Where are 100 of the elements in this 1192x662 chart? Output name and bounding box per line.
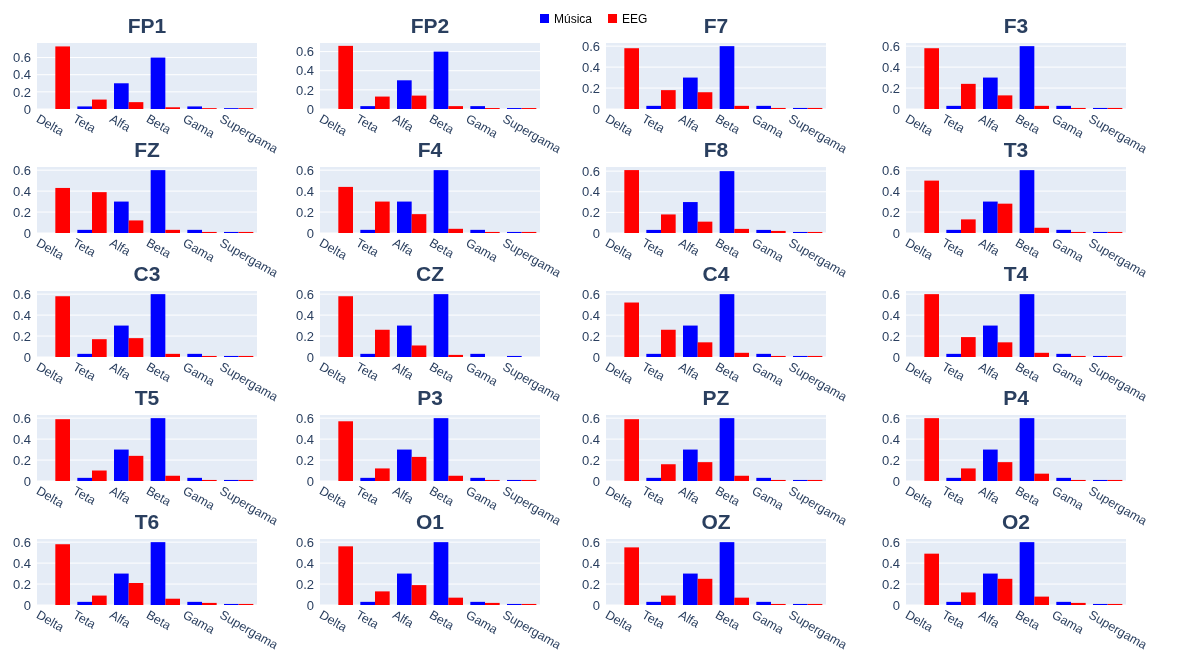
y-tick-label: 0.4 xyxy=(581,307,600,323)
y-tick-label: 0.4 xyxy=(12,555,31,571)
x-tick-label: Beta xyxy=(143,607,174,633)
bar xyxy=(375,96,390,109)
bar xyxy=(375,329,390,357)
x-tick-label: Teta xyxy=(70,483,99,508)
x-tick-label: Teta xyxy=(353,235,382,260)
bar xyxy=(92,339,107,357)
y-tick-label: 0.6 xyxy=(295,44,314,60)
y-tick-label: 0.4 xyxy=(295,63,314,79)
bar xyxy=(719,294,735,357)
x-tick-label: Alfa xyxy=(390,111,416,135)
bar xyxy=(187,601,202,605)
bar xyxy=(961,592,976,605)
bar xyxy=(485,602,500,605)
y-tick-label: 0.4 xyxy=(881,555,900,571)
y-tick-label: 0 xyxy=(306,597,314,613)
bar xyxy=(997,578,1013,605)
y-tick-label: 0 xyxy=(23,101,31,117)
y-tick-label: 0.6 xyxy=(295,286,314,302)
bar xyxy=(448,354,463,357)
bar xyxy=(683,202,698,233)
y-tick-label: 0.6 xyxy=(581,534,600,550)
chart-title: T6 xyxy=(134,510,160,533)
bar xyxy=(448,228,463,233)
bar xyxy=(360,353,375,357)
x-tick-label: Teta xyxy=(353,483,382,508)
chart-title: CZ xyxy=(416,262,445,285)
bar xyxy=(924,294,939,357)
bar xyxy=(433,418,449,481)
y-tick-label: 0.6 xyxy=(12,534,31,550)
bar xyxy=(150,294,166,357)
bar xyxy=(470,477,485,481)
bar xyxy=(1019,418,1035,481)
y-tick-label: 0.4 xyxy=(295,307,314,323)
x-tick-label: Teta xyxy=(939,359,968,384)
bar xyxy=(1034,473,1049,481)
chart-title: F3 xyxy=(1003,14,1029,37)
y-tick-label: 0.2 xyxy=(295,328,314,344)
y-tick-label: 0.2 xyxy=(581,452,600,468)
x-tick-label: Teta xyxy=(353,359,382,384)
bar xyxy=(375,201,390,233)
bar xyxy=(719,418,735,481)
chart-title: T4 xyxy=(1003,262,1029,285)
x-tick-label: Beta xyxy=(1012,359,1043,385)
x-tick-label: Beta xyxy=(426,607,457,633)
bar xyxy=(360,601,375,605)
x-tick-label: Alfa xyxy=(976,483,1002,507)
bar xyxy=(697,578,713,605)
bar xyxy=(661,214,676,233)
bar xyxy=(150,170,166,233)
bar xyxy=(77,229,92,233)
bar xyxy=(55,46,70,109)
bar xyxy=(646,477,661,481)
y-tick-label: 0.6 xyxy=(881,162,900,178)
y-tick-label: 0 xyxy=(306,225,314,241)
bar xyxy=(150,418,166,481)
bar xyxy=(697,92,713,109)
x-tick-label: Beta xyxy=(143,359,174,385)
bar xyxy=(1056,353,1071,357)
bar xyxy=(397,80,412,109)
x-tick-label: Alfa xyxy=(976,111,1002,135)
bar xyxy=(1034,352,1049,357)
y-tick-label: 0.6 xyxy=(295,162,314,178)
bar xyxy=(92,595,107,605)
bar xyxy=(1056,601,1071,605)
bar xyxy=(128,583,144,605)
bar xyxy=(165,475,180,481)
bar xyxy=(470,106,485,109)
bar xyxy=(338,296,353,357)
y-tick-label: 0.4 xyxy=(12,183,31,199)
bar xyxy=(77,353,92,357)
y-tick-label: 0 xyxy=(306,349,314,365)
x-tick-label: Beta xyxy=(426,111,457,137)
bar xyxy=(683,573,698,605)
y-tick-label: 0 xyxy=(23,473,31,489)
y-tick-label: 0.2 xyxy=(12,576,31,592)
x-tick-label: Beta xyxy=(712,359,743,385)
x-tick-label: Teta xyxy=(939,235,968,260)
bar xyxy=(411,456,427,481)
bar xyxy=(624,48,639,109)
bar xyxy=(55,187,70,233)
y-tick-label: 0.2 xyxy=(581,576,600,592)
x-tick-label: Alfa xyxy=(107,111,133,135)
bar xyxy=(114,449,129,481)
bar xyxy=(55,544,70,605)
bar xyxy=(1056,229,1071,233)
chart-title: P3 xyxy=(417,386,443,409)
bar xyxy=(150,57,166,109)
chart-title: T5 xyxy=(134,386,160,409)
y-tick-label: 0.6 xyxy=(881,410,900,426)
bar xyxy=(734,228,749,233)
bar xyxy=(77,601,92,605)
y-tick-label: 0.6 xyxy=(295,410,314,426)
bar xyxy=(646,601,661,605)
y-tick-label: 0.6 xyxy=(581,286,600,302)
bar xyxy=(114,325,129,357)
x-tick-label: Teta xyxy=(639,359,668,384)
y-tick-label: 0.6 xyxy=(881,534,900,550)
x-tick-label: Alfa xyxy=(976,235,1002,259)
